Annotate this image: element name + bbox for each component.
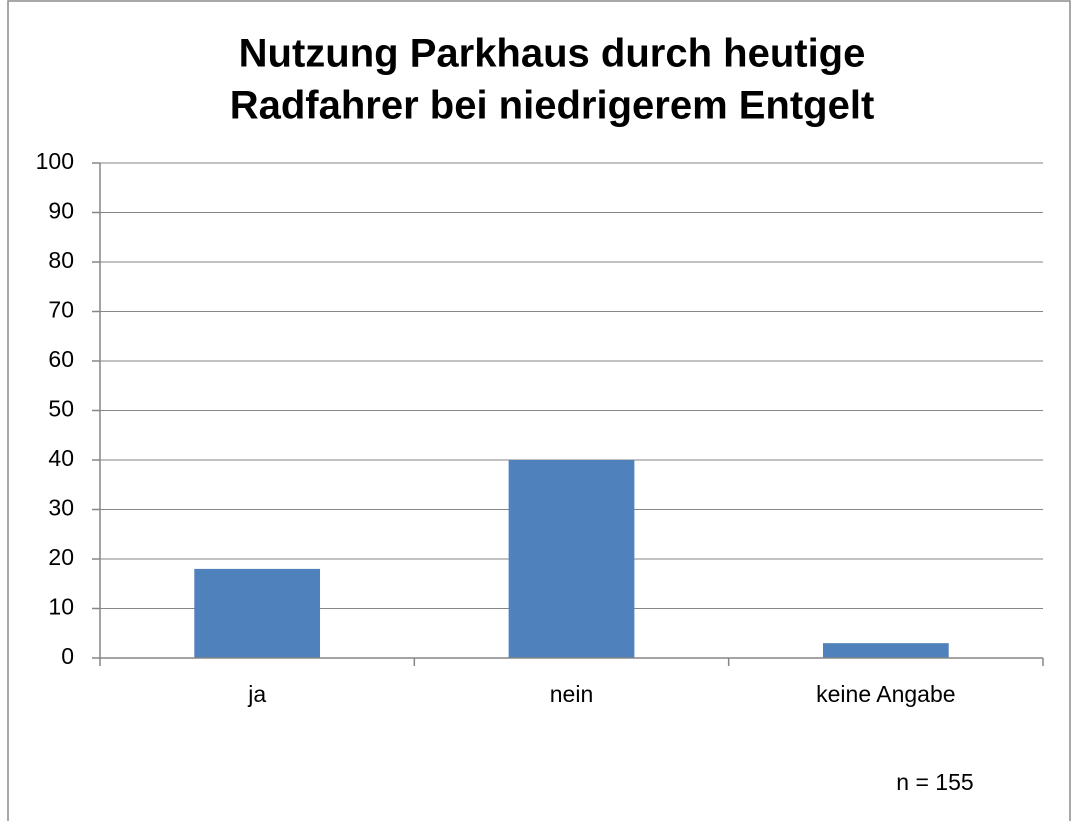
- y-tick-label: 90: [48, 198, 74, 224]
- bar: [822, 643, 949, 658]
- chart-title: Radfahrer bei niedrigerem Entgelt: [230, 84, 875, 128]
- y-tick-label: 70: [48, 297, 74, 323]
- y-tick-label: 0: [61, 643, 74, 669]
- bar: [508, 460, 635, 658]
- bar: [194, 568, 321, 658]
- y-tick-label: 40: [48, 445, 74, 471]
- x-tick-label: keine Angabe: [816, 681, 955, 707]
- chart-title: Nutzung Parkhaus durch heutige: [239, 32, 866, 76]
- y-tick-label: 10: [48, 594, 74, 620]
- x-tick-label: nein: [550, 681, 593, 707]
- annotation: n = 155: [896, 769, 973, 795]
- y-tick-label: 20: [48, 544, 74, 570]
- y-tick-label: 80: [48, 247, 74, 273]
- y-tick-label: 30: [48, 495, 74, 521]
- y-tick-label: 50: [48, 396, 74, 422]
- x-tick-label: ja: [247, 681, 266, 707]
- y-tick-label: 60: [48, 346, 74, 372]
- y-tick-label: 100: [36, 148, 74, 174]
